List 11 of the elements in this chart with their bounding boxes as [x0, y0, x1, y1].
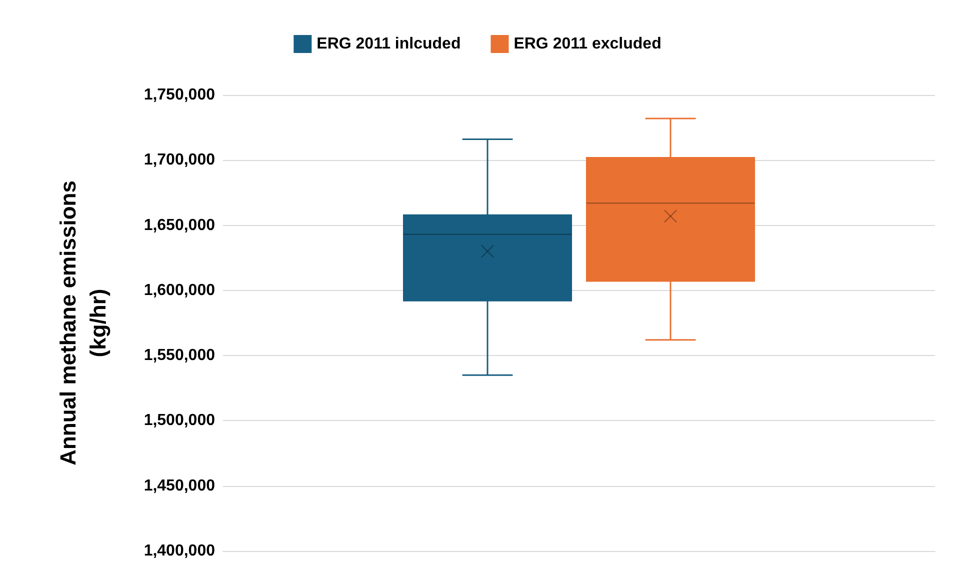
legend-label: ERG 2011 inlcuded [316, 36, 461, 52]
y-axis-title: Annual methane emissions (kg/hr) [56, 180, 110, 466]
y-tick-label: 1,750,000 [144, 86, 216, 104]
y-tick-label: 1,450,000 [144, 477, 216, 494]
legend-label: ERG 2011 excluded [514, 36, 662, 52]
y-tick-label: 1,700,000 [144, 152, 216, 169]
y-tick-label: 1,650,000 [144, 216, 216, 234]
y-tick-label: 1,600,000 [144, 282, 216, 299]
y-tick-label: 1,400,000 [144, 542, 216, 560]
y-tick-label: 1,500,000 [144, 412, 216, 430]
y-tick-label: 1,550,000 [144, 347, 216, 364]
